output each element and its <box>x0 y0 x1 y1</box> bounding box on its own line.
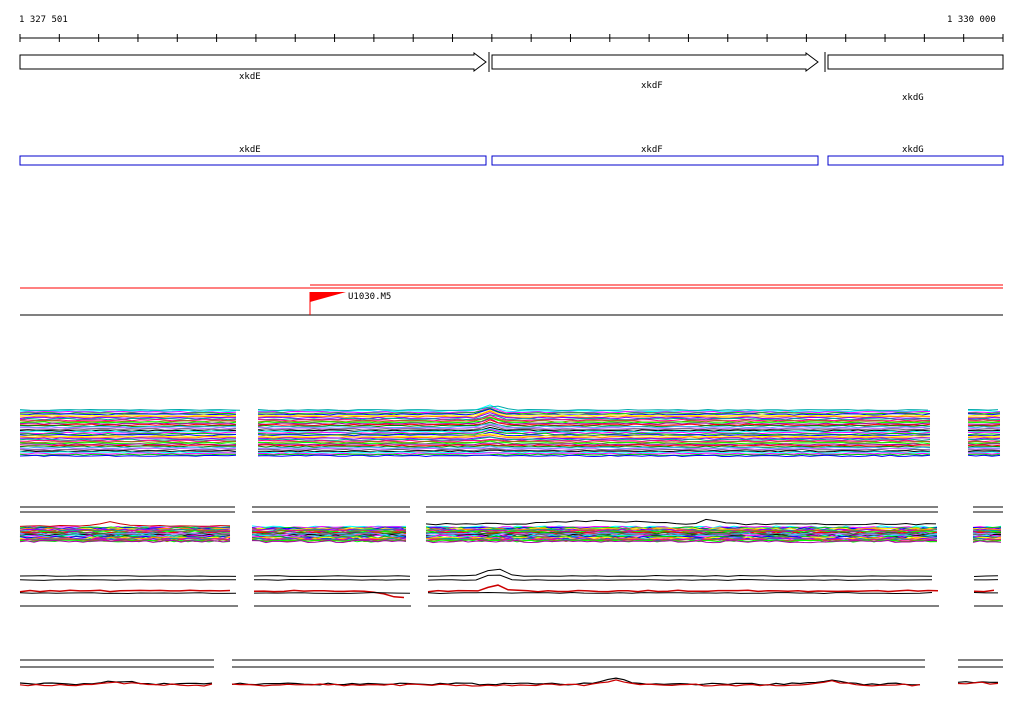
strand-profiles-track-4 <box>20 660 1003 686</box>
forward-strand-trace <box>428 593 932 594</box>
forward-strand-trace <box>974 576 998 577</box>
cds-label-xkdG[interactable]: xkdG <box>902 145 924 155</box>
gene-label-xkdE[interactable]: xkdE <box>239 72 261 82</box>
gene-annotation-track <box>20 52 1003 72</box>
expression-trace <box>968 421 1000 422</box>
cds-label-xkdF[interactable]: xkdF <box>641 145 663 155</box>
ruler-start-label: 1 327 501 <box>19 15 68 25</box>
reverse-strand-trace <box>20 590 230 591</box>
expression-trace <box>968 434 1000 435</box>
forward-strand-trace <box>428 569 932 576</box>
expression-trace <box>20 452 236 453</box>
tss-label[interactable]: U1030.M5 <box>348 292 391 302</box>
expression-trace <box>20 522 230 527</box>
forward-strand-trace <box>254 593 410 594</box>
expression-trace <box>968 449 1000 450</box>
reverse-strand-trace <box>974 590 994 591</box>
cds-label-xkdE[interactable]: xkdE <box>239 145 261 155</box>
coordinate-ruler <box>20 34 1003 42</box>
expression-trace <box>968 435 1000 436</box>
reverse-strand-trace <box>428 585 938 592</box>
cds-box-xkdE <box>20 156 486 165</box>
tss-flag <box>310 292 346 302</box>
reverse-strand-trace <box>254 590 404 597</box>
cds-box-xkdF <box>492 156 818 165</box>
expression-trace <box>968 451 1000 452</box>
forward-strand-trace <box>20 580 236 581</box>
gene-label-xkdG[interactable]: xkdG <box>902 93 924 103</box>
forward-strand-trace <box>20 576 236 577</box>
forward-strand-trace <box>20 593 236 594</box>
gene-arrow-xkdG <box>828 55 1003 69</box>
expression-trace <box>968 424 1000 425</box>
cds-track <box>20 156 1003 165</box>
tss-track <box>20 285 1003 315</box>
expression-trace <box>258 406 928 410</box>
expression-trace <box>426 519 936 524</box>
expression-trace <box>968 410 1000 411</box>
expression-trace <box>20 450 236 451</box>
forward-strand-trace <box>254 576 410 577</box>
expression-trace <box>20 455 236 456</box>
expression-trace <box>20 410 240 411</box>
forward-strand-trace <box>254 580 410 581</box>
expression-trace <box>968 412 1000 413</box>
expression-trace <box>968 439 1000 440</box>
expression-trace <box>20 446 236 447</box>
expression-trace <box>968 447 1000 448</box>
gene-arrow-xkdE <box>20 53 486 71</box>
expression-profiles-track-1 <box>20 405 1000 457</box>
expression-trace <box>258 405 930 412</box>
expression-profiles-track-2 <box>20 507 1003 543</box>
expression-trace <box>20 443 236 444</box>
expression-trace <box>968 432 1000 433</box>
expression-trace <box>20 426 236 427</box>
gene-arrow-xkdF <box>492 53 818 71</box>
reverse-strand-trace <box>232 680 920 686</box>
gene-label-xkdF[interactable]: xkdF <box>641 81 663 91</box>
expression-trace <box>258 448 930 450</box>
expression-trace <box>968 410 998 411</box>
expression-trace <box>968 446 1000 447</box>
cds-box-xkdG <box>828 156 1003 165</box>
expression-trace <box>968 450 1000 451</box>
strand-profiles-track-3 <box>20 569 1003 606</box>
expression-trace <box>20 416 236 417</box>
ruler-end-label: 1 330 000 <box>947 15 996 25</box>
